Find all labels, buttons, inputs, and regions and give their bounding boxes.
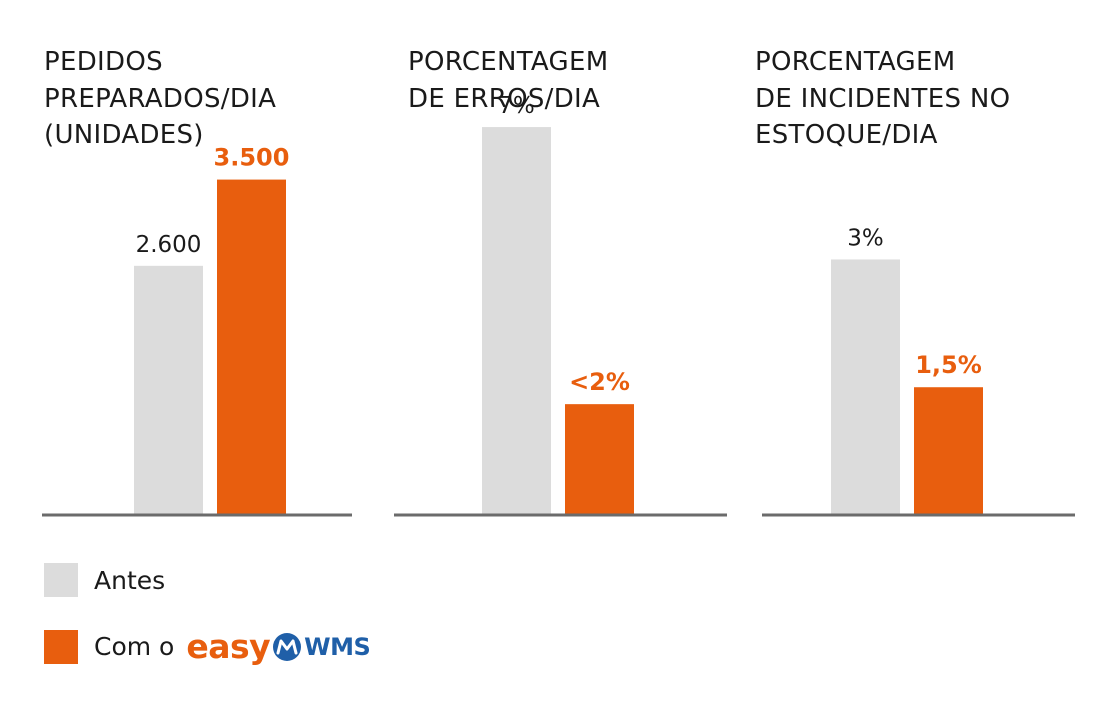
- chart-2-value-label-antes: 7%: [498, 93, 535, 119]
- chart-2-bar-antes: [482, 127, 551, 516]
- chart-1-bar-antes: [134, 265, 203, 515]
- chart-2-title: PORCENTAGEM DE ERROS/DIA: [408, 44, 608, 117]
- chart-3-title-line-1: PORCENTAGEM: [755, 47, 956, 77]
- easywms-logo: easy WMS: [186, 627, 370, 666]
- legend-swatch-com: [44, 629, 78, 664]
- chart-1-title-line-1: PEDIDOS: [44, 47, 163, 77]
- chart-3-title-line-2: DE INCIDENTES NO: [755, 83, 1011, 114]
- chart-1-title-line-2: PREPARADOS/DIA: [44, 83, 277, 114]
- chart-1-value-label-com: 3.500: [214, 144, 290, 172]
- legend-label-com: Com o: [94, 632, 175, 661]
- chart-1-title: PEDIDOS PREPARADOS/DIA (UNIDADES): [44, 44, 276, 154]
- chart-1-bar-com: [217, 179, 286, 516]
- chart-2-title-line-1: PORCENTAGEM: [408, 47, 609, 77]
- chart-3-title: PORCENTAGEM DE INCIDENTES NO ESTOQUE/DIA: [755, 44, 1010, 154]
- legend-item-antes: Antes: [44, 563, 165, 597]
- chart-3-bar-com: [914, 387, 983, 515]
- chart-3-title-line-3: ESTOQUE/DIA: [755, 120, 938, 150]
- legend-swatch-antes: [44, 563, 78, 597]
- chart-2-bar-com: [565, 404, 634, 515]
- chart-2-title-line-2: DE ERROS/DIA: [408, 83, 601, 114]
- chart-3-value-label-antes: 3%: [847, 225, 884, 251]
- chart-3-bar-antes: [831, 259, 900, 515]
- legend-item-com: Com o easy WMS: [44, 627, 371, 666]
- easywms-logo-icon: [273, 632, 302, 661]
- chart-2-value-label-com: <2%: [569, 368, 630, 396]
- chart-1-title-line-3: (UNIDADES): [44, 120, 204, 150]
- legend-label-antes: Antes: [94, 565, 166, 595]
- chart-1-value-label-antes: 2.600: [136, 232, 202, 258]
- brand-wms-text: WMS: [304, 632, 371, 661]
- brand-easy-text: easy: [186, 627, 271, 666]
- chart-3-value-label-com: 1,5%: [915, 351, 982, 379]
